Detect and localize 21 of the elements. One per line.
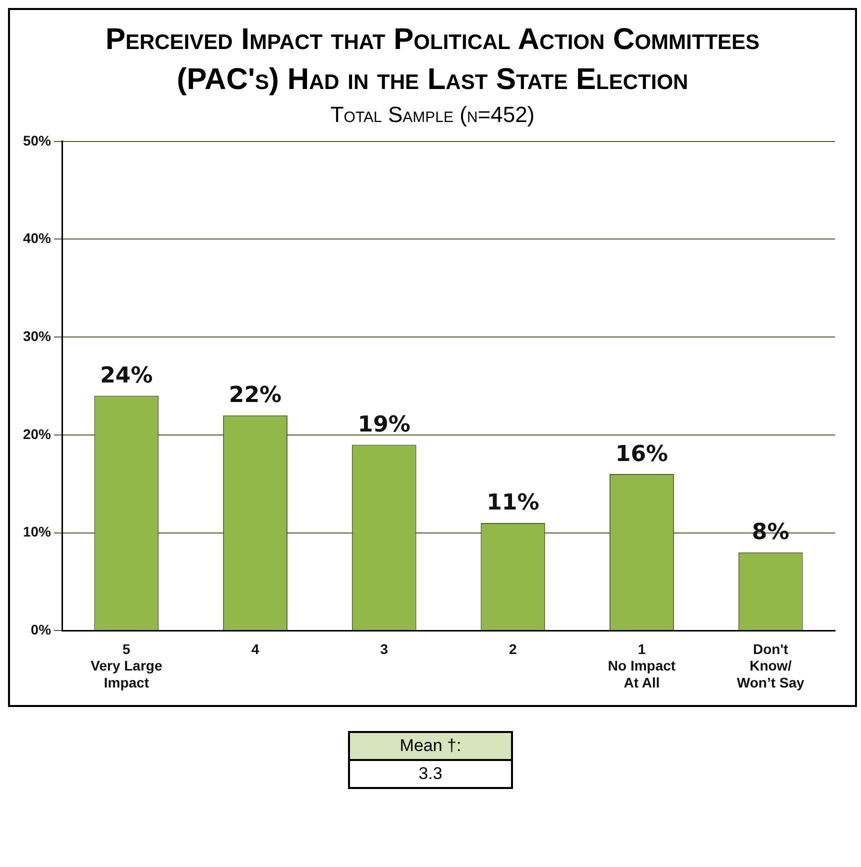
chart-subtitle: Total Sample (n=452)	[329, 101, 536, 129]
x-tick-label: 4	[251, 640, 260, 657]
data-label: 22%	[228, 383, 282, 408]
x-tick-label: 2	[509, 640, 518, 657]
data-label: 16%	[615, 442, 668, 467]
chart-title: Perceived Impact that Political Action Committees (PAC's) Had in the Last State Election	[104, 22, 761, 98]
y-tick-label: 0%	[30, 621, 52, 638]
data-label: 24%	[100, 364, 153, 389]
data-label: 11%	[486, 490, 540, 516]
y-tick-label: 40%	[22, 230, 52, 246]
data-label: 19%	[358, 412, 410, 438]
x-tick-label: Don't Know/ Won’t Say	[736, 640, 805, 690]
x-tick-label: 5 Very Large Impact	[90, 640, 162, 690]
x-tick-label: 1 No Impact At All	[608, 640, 676, 690]
text: Mean †:	[349, 732, 512, 760]
y-tick-label: 20%	[22, 426, 52, 442]
y-tick-label: 30%	[22, 328, 52, 344]
text: 3.3	[349, 760, 512, 788]
y-tick-label: 10%	[22, 524, 52, 540]
y-tick-label: 50%	[22, 132, 52, 148]
x-tick-label: 3	[380, 640, 388, 657]
